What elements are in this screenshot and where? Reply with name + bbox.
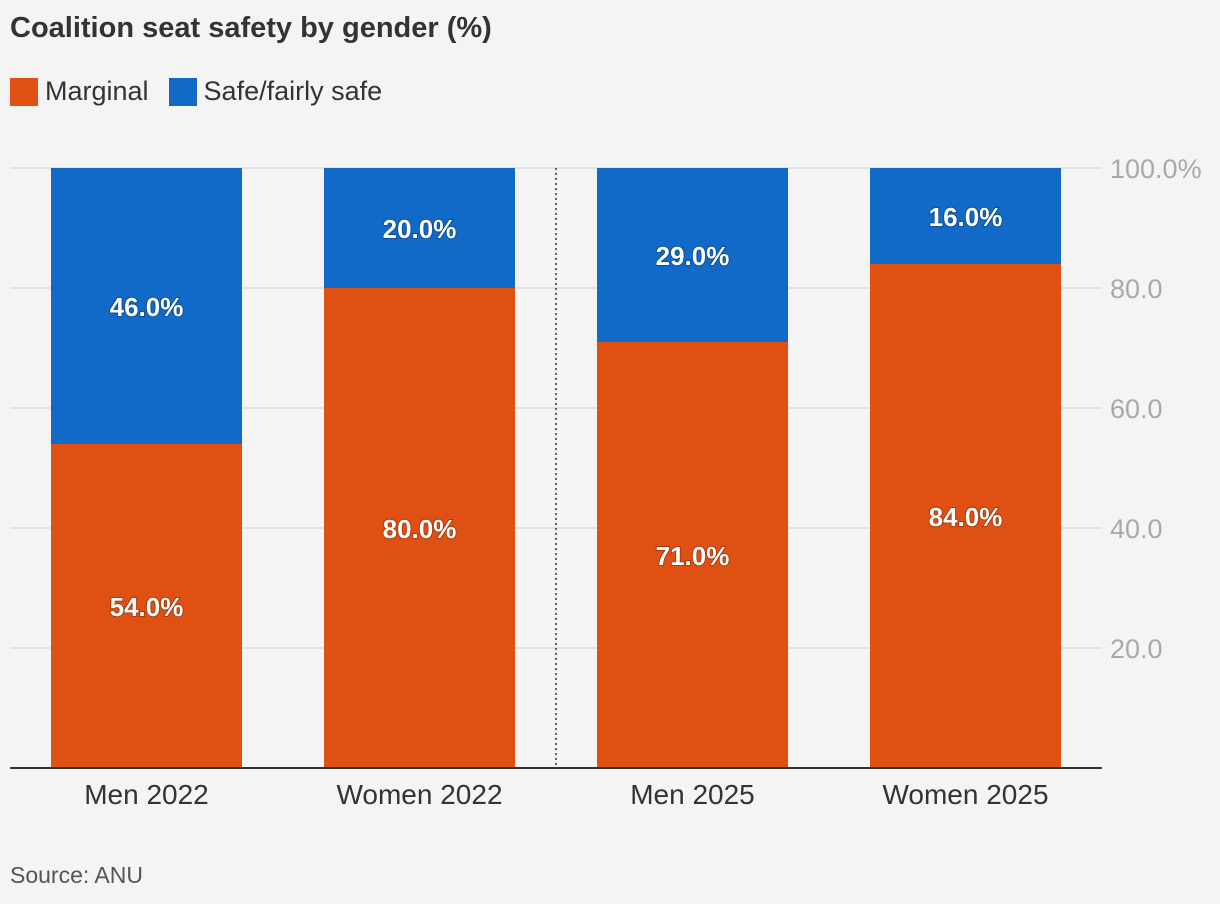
data-label: 16.0% [929,202,1003,232]
data-label: 80.0% [383,514,457,544]
legend-item-marginal: Marginal [10,76,149,107]
legend-swatch-marginal [10,77,38,106]
data-label: 29.0% [656,241,730,271]
legend-label-marginal: Marginal [45,76,149,106]
data-label: 20.0% [383,214,457,244]
y-tick-label: 80.0 [1110,274,1163,304]
bar-safe [597,168,788,342]
legend-swatch-safe [168,77,197,106]
chart-title: Coalition seat safety by gender (%) [10,12,492,44]
legend-label-safe: Safe/fairly safe [203,76,383,106]
data-label: 46.0% [110,292,184,322]
y-tick-label: 60.0 [1110,394,1163,424]
x-tick-label: Women 2025 [882,779,1048,810]
bar-safe [324,168,515,288]
x-tick-label: Men 2025 [630,779,755,810]
legend-item-safe: Safe/fairly safe [168,76,383,107]
data-label: 84.0% [929,502,1003,532]
legend: Marginal Safe/fairly safe [10,76,402,107]
bar-marginal [870,264,1061,768]
y-tick-label: 100.0% [1110,154,1202,184]
data-label: 54.0% [110,592,184,622]
bar-marginal [324,288,515,768]
y-tick-label: 20.0 [1110,634,1163,664]
data-label: 71.0% [656,541,730,571]
bar-safe [870,168,1061,264]
y-tick-label: 40.0 [1110,514,1163,544]
stacked-bar-chart: 20.0 40.0 60.0 80.0 100.0% 54.0% 46.0% Men 2022… [10,154,1202,810]
bar-marginal [597,342,788,768]
bar-marginal [51,444,242,768]
x-tick-label: Men 2022 [84,779,209,810]
x-tick-label: Women 2022 [336,779,502,810]
bar-safe [51,168,242,444]
source-note: Source: ANU [10,862,143,888]
